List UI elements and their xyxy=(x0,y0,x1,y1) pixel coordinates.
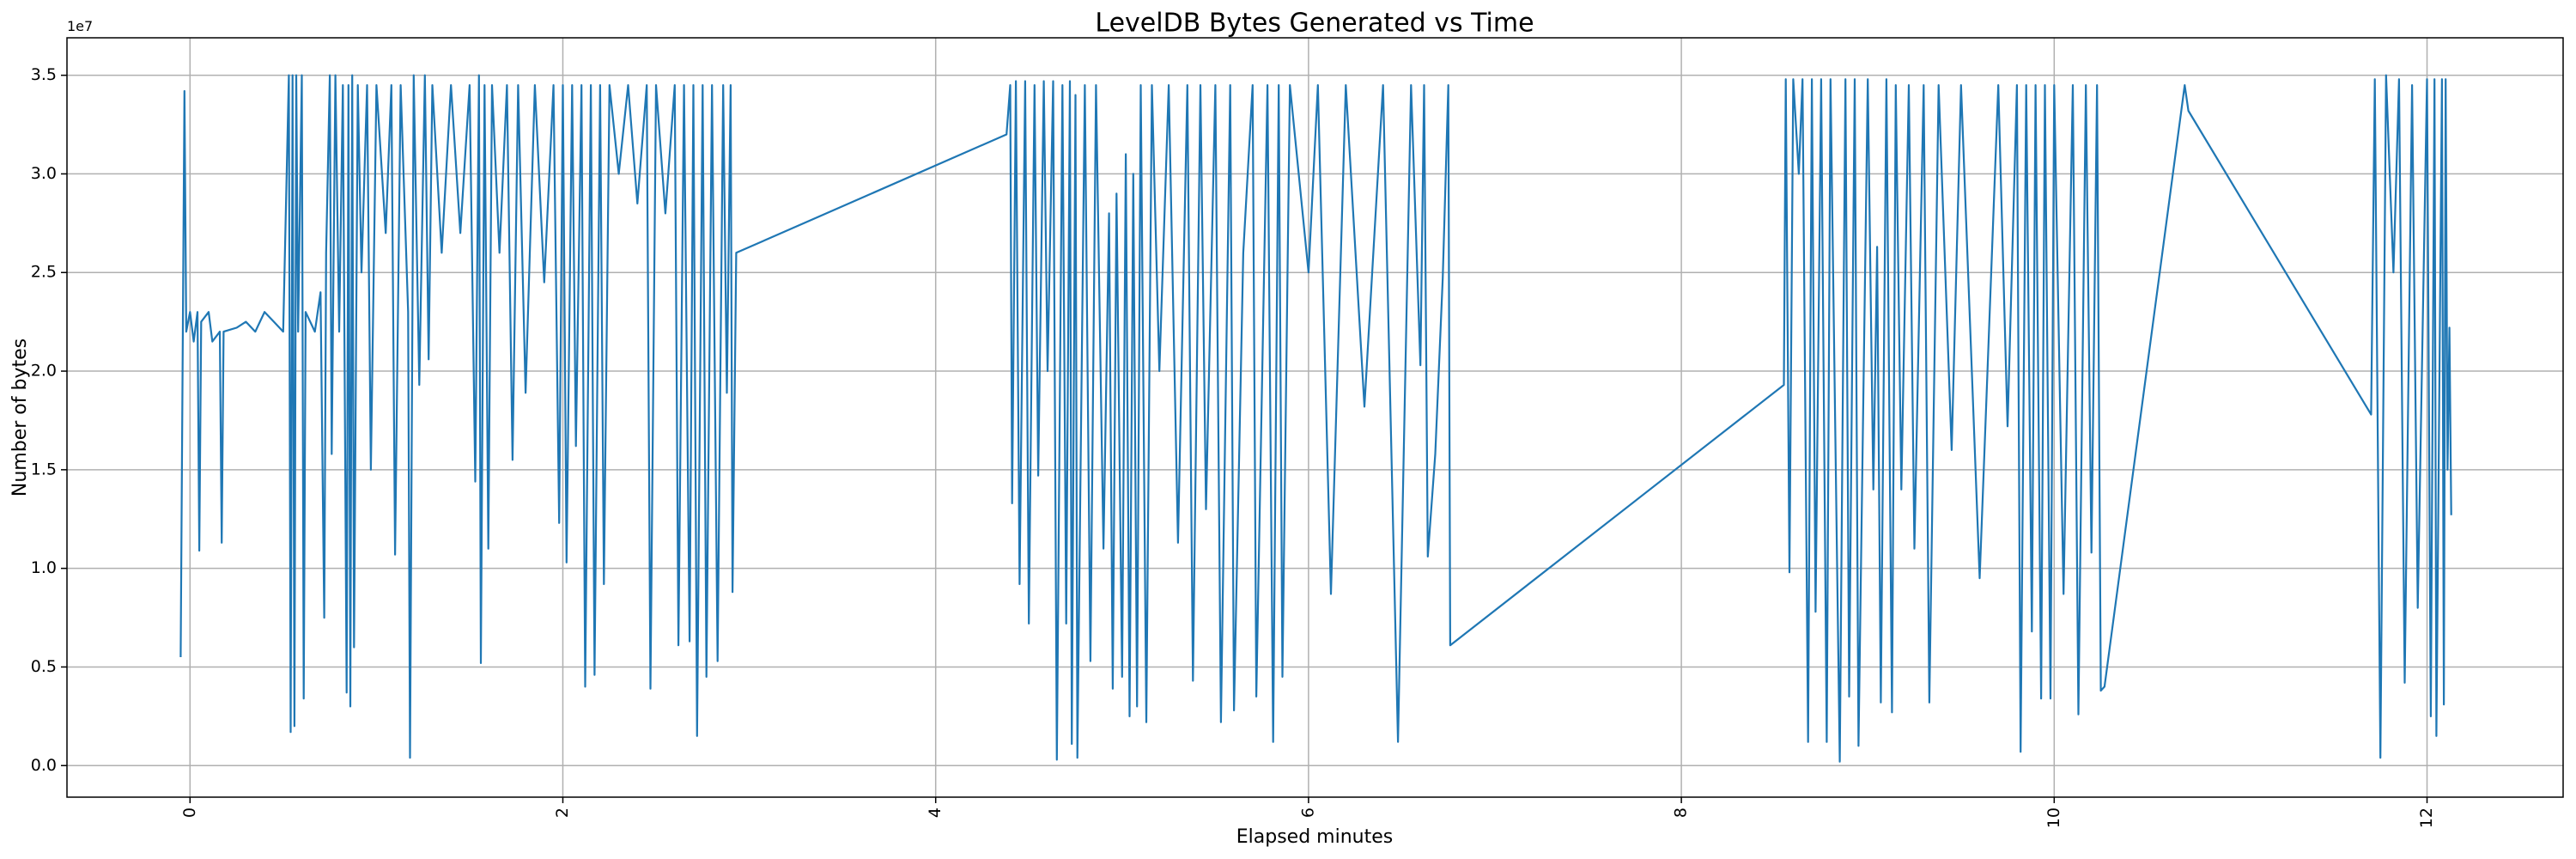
x-tick-label: 12 xyxy=(2417,807,2436,828)
data-line xyxy=(179,74,2452,763)
y-axis-label: Number of bytes xyxy=(9,338,31,497)
y-tick-label: 2.5 xyxy=(31,263,57,282)
y-tick-label: 2.0 xyxy=(31,362,57,381)
plot-frame xyxy=(66,37,2564,798)
x-axis-label: Elapsed minutes xyxy=(1236,826,1393,848)
y-tick-label: 0.5 xyxy=(31,657,57,676)
x-tick-label: 2 xyxy=(553,807,572,818)
chart-title: LevelDB Bytes Generated vs Time xyxy=(1095,9,1534,39)
x-tick-label: 10 xyxy=(2044,807,2063,828)
y-tick-label: 3.5 xyxy=(31,65,57,84)
y-offset-label: 1e7 xyxy=(67,18,93,34)
y-tick-label: 1.0 xyxy=(31,558,57,577)
y-tick-label: 0.0 xyxy=(31,756,57,775)
x-tick-label: 8 xyxy=(1672,807,1691,818)
y-tick-label: 1.5 xyxy=(31,460,57,478)
y-tick-label: 3.0 xyxy=(31,164,57,183)
x-tick-label: 0 xyxy=(180,807,199,818)
x-tick-label: 6 xyxy=(1298,807,1317,818)
x-tick-label: 4 xyxy=(926,807,945,818)
